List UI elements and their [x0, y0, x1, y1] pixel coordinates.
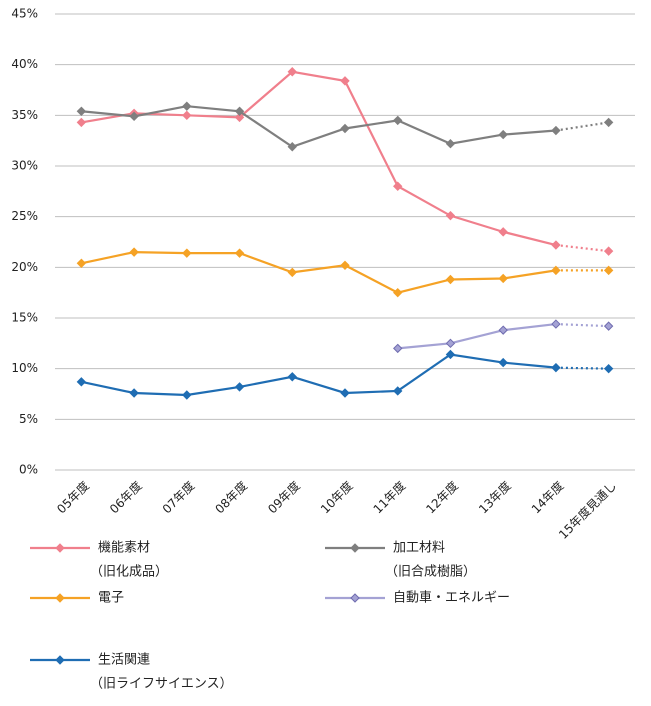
- data-point: [129, 111, 139, 122]
- y-tick-label: 10%: [11, 361, 38, 375]
- data-point: [340, 260, 350, 271]
- y-tick-label: 15%: [11, 311, 38, 325]
- data-point: [603, 246, 614, 256]
- data-point: [498, 227, 508, 237]
- data-point: [445, 138, 456, 149]
- data-point: [445, 349, 456, 360]
- data-point: [603, 265, 614, 276]
- data-point: [498, 129, 508, 140]
- projected-line: [555, 121, 609, 132]
- data-point: [340, 388, 350, 398]
- data-point: [340, 123, 350, 134]
- y-tick-label: 5%: [19, 412, 38, 426]
- y-tick-label: 25%: [11, 209, 38, 223]
- x-tick-label: 12年度: [423, 478, 461, 516]
- data-point: [498, 273, 508, 284]
- data-point: [234, 248, 245, 258]
- data-point: [182, 390, 192, 400]
- data-point: [182, 110, 192, 121]
- data-point: [393, 386, 403, 396]
- data-point: [55, 655, 65, 665]
- data-point: [445, 274, 456, 285]
- x-tick-label: 11年度: [370, 478, 408, 516]
- data-point: [445, 338, 456, 349]
- data-point: [129, 247, 139, 257]
- projected-line: [555, 322, 609, 328]
- data-point: [498, 325, 508, 335]
- y-tick-label: 40%: [11, 57, 38, 71]
- data-point: [340, 76, 350, 86]
- data-point: [129, 388, 139, 398]
- legend-note: （旧ライフサイエンス）: [90, 677, 233, 692]
- data-point: [287, 67, 297, 77]
- data-point: [76, 117, 87, 128]
- data-point: [498, 357, 508, 368]
- y-tick-label: 30%: [11, 159, 38, 173]
- legend-label: 電子: [98, 591, 124, 606]
- data-point: [76, 377, 87, 387]
- data-point: [287, 267, 297, 278]
- x-tick-label: 05年度: [54, 478, 92, 516]
- legend-label: 生活関連: [98, 653, 150, 668]
- data-point: [393, 287, 403, 298]
- data-point: [445, 210, 456, 221]
- data-point: [551, 362, 561, 373]
- legend-note: （旧合成樹脂）: [385, 565, 476, 580]
- data-point: [234, 112, 245, 123]
- legend-label: 加工材料: [393, 541, 445, 556]
- series-line: [397, 322, 557, 350]
- x-tick-label: 07年度: [159, 478, 197, 516]
- y-tick-label: 0%: [19, 463, 38, 477]
- x-tick-label: 09年度: [264, 478, 302, 516]
- y-tick-label: 35%: [11, 108, 38, 122]
- x-tick-label: 08年度: [212, 478, 250, 516]
- y-tick-label: 45%: [11, 7, 38, 21]
- series-line: [81, 70, 557, 247]
- data-point: [55, 593, 65, 603]
- series-line: [81, 251, 557, 294]
- data-point: [76, 258, 87, 268]
- data-point: [234, 382, 245, 392]
- series-line: [81, 353, 557, 397]
- x-tick-label: 13年度: [475, 478, 513, 516]
- data-point: [182, 248, 192, 258]
- data-point: [393, 115, 403, 126]
- data-point: [55, 543, 65, 553]
- projected-line: [555, 243, 609, 253]
- data-point: [350, 593, 360, 603]
- x-tick-label: 14年度: [528, 478, 566, 516]
- data-point: [603, 321, 614, 331]
- legend-label: 自動車・エネルギー: [393, 591, 510, 606]
- data-point: [551, 240, 561, 250]
- x-tick-label: 06年度: [106, 478, 144, 516]
- data-point: [76, 106, 87, 116]
- x-tick-label: 10年度: [317, 478, 355, 516]
- data-point: [551, 319, 561, 329]
- y-tick-label: 20%: [11, 260, 38, 274]
- data-point: [393, 343, 403, 354]
- legend-note: （旧化成品）: [90, 565, 168, 580]
- data-point: [551, 265, 561, 276]
- data-point: [287, 142, 297, 152]
- series-line: [81, 105, 556, 148]
- data-point: [182, 101, 192, 111]
- data-point: [234, 106, 245, 116]
- data-point: [603, 117, 614, 128]
- data-point: [287, 372, 297, 382]
- projected-line: [555, 366, 609, 370]
- legend-label: 機能素材: [98, 541, 150, 556]
- data-point: [551, 125, 561, 136]
- data-point: [393, 181, 403, 191]
- data-point: [603, 363, 614, 374]
- data-point: [350, 543, 360, 553]
